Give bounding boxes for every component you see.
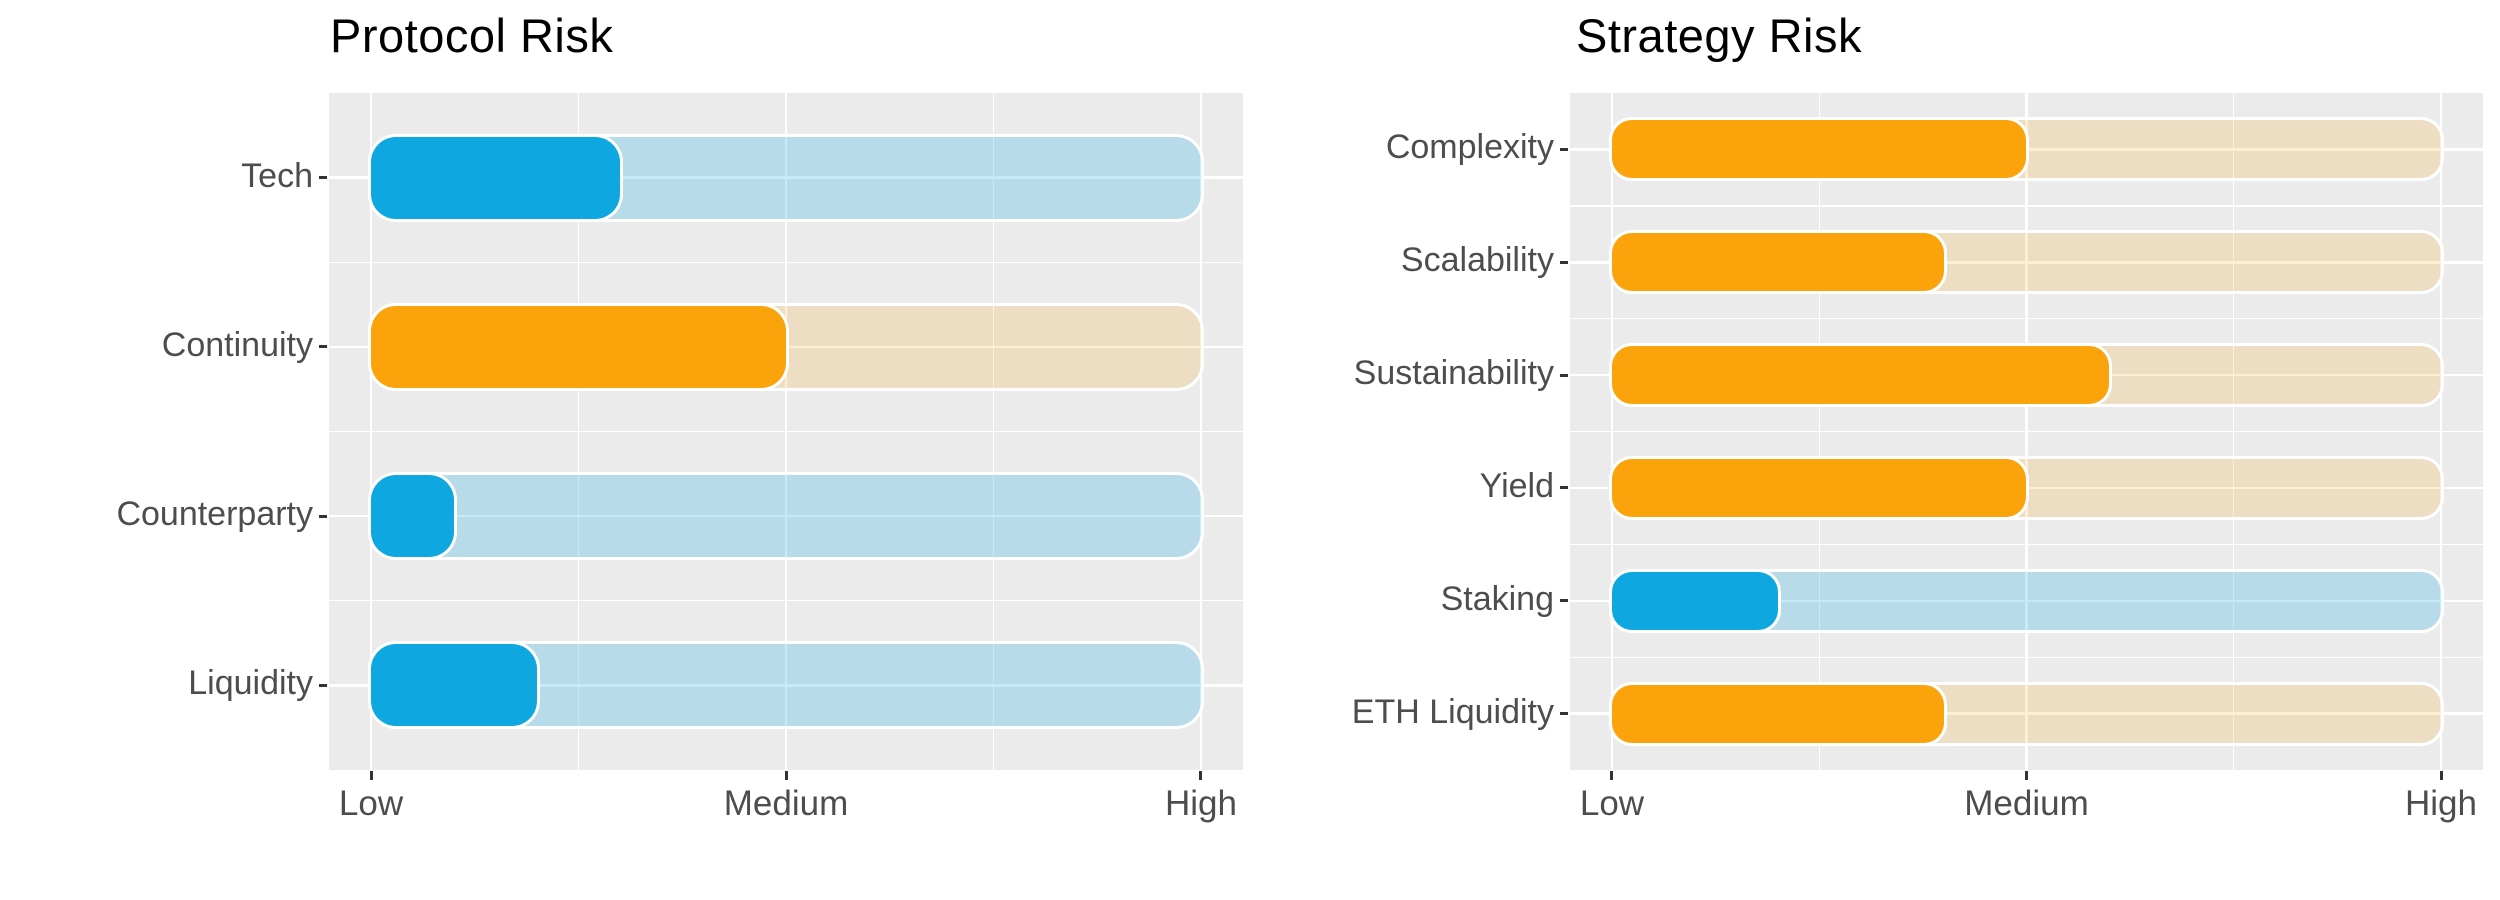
x-axis-label: Low: [338, 784, 404, 823]
bar-orange: [1611, 233, 1944, 292]
bar-blue: [371, 475, 455, 558]
y-axis-label: ETH Liquidity: [1351, 692, 1554, 731]
x-axis-tick: [1199, 771, 1203, 780]
y-axis-tick: [319, 683, 327, 687]
gridline-horizontal-major: [1570, 486, 2483, 490]
y-axis-tick: [1560, 599, 1568, 603]
y-axis-label: Continuity: [161, 325, 313, 364]
gridline-horizontal-major: [329, 514, 1243, 518]
y-axis-tick: [1560, 260, 1568, 264]
y-axis-label: Yield: [1479, 466, 1554, 505]
gridline-horizontal-minor: [1570, 543, 2483, 546]
bar-orange: [1611, 346, 2110, 405]
x-axis-tick: [2025, 771, 2028, 780]
bar-orange: [371, 305, 786, 388]
y-axis-tick: [1560, 712, 1568, 716]
gridline-horizontal-major: [1570, 261, 2483, 264]
y-axis-label: Tech: [241, 156, 313, 195]
gridline-horizontal-minor: [329, 600, 1243, 602]
y-axis-tick: [1560, 147, 1568, 151]
gridline-horizontal-major: [1570, 712, 2483, 715]
x-axis-label: High: [1164, 784, 1237, 823]
protocol-risk-title: Protocol Risk: [330, 9, 614, 62]
y-axis-label: Staking: [1440, 579, 1554, 618]
y-axis-tick: [1560, 373, 1568, 377]
y-axis-label: Counterparty: [116, 495, 313, 534]
bar-blue: [371, 136, 620, 219]
gridline-horizontal-major: [329, 345, 1243, 349]
x-axis-label: Low: [1579, 784, 1645, 823]
protocol-risk-panel: [329, 93, 1243, 770]
x-axis-tick: [784, 771, 788, 780]
x-axis-tick: [2439, 771, 2443, 780]
bar-blue: [371, 644, 537, 727]
strategy-risk-panel: [1570, 93, 2483, 770]
bar-track-blue: [371, 475, 1201, 558]
bar-orange: [1611, 120, 2027, 179]
strategy-risk-title: Strategy Risk: [1576, 9, 1862, 62]
x-axis-tick: [1610, 771, 1614, 780]
bar-orange: [1611, 684, 1944, 743]
bar-blue: [1611, 571, 1778, 630]
gridline-horizontal-major: [329, 176, 1243, 179]
y-axis-label: Sustainability: [1353, 354, 1554, 393]
bar-orange: [1611, 458, 2027, 517]
y-axis-label: Scalability: [1400, 241, 1554, 280]
x-axis-label: Medium: [1964, 784, 2089, 823]
gridline-horizontal-minor: [329, 261, 1243, 263]
x-axis-label: High: [2405, 784, 2477, 823]
gridline-horizontal-major: [329, 684, 1243, 687]
y-axis-label: Liquidity: [188, 664, 313, 703]
y-axis-tick: [1560, 486, 1568, 490]
gridline-horizontal-major: [1570, 148, 2483, 151]
gridline-horizontal-minor: [1570, 205, 2483, 207]
gridline-horizontal-major: [1570, 599, 2483, 602]
gridline-horizontal-minor: [1570, 656, 2483, 658]
gridline-horizontal-minor: [1570, 318, 2483, 320]
y-axis-label: Complexity: [1385, 128, 1554, 167]
y-axis-tick: [319, 345, 327, 349]
gridline-horizontal-minor: [1570, 430, 2483, 433]
y-axis-tick: [319, 176, 327, 180]
x-axis-tick: [369, 771, 373, 780]
gridline-horizontal-minor: [329, 430, 1243, 433]
y-axis-tick: [319, 514, 327, 518]
x-axis-label: Medium: [723, 784, 849, 823]
